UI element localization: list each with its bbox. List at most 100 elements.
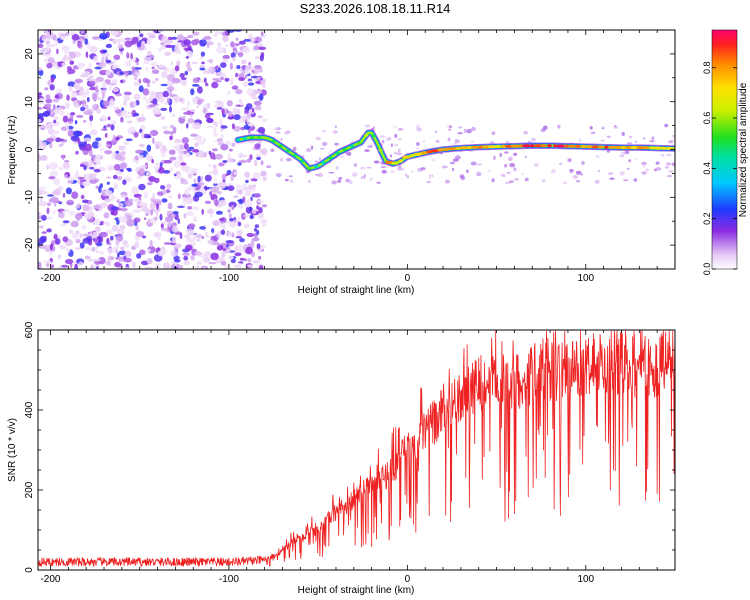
noise-speck: [68, 85, 73, 92]
noise-speck: [89, 45, 98, 53]
noise-speck: [38, 153, 41, 161]
noise-speck: [214, 199, 219, 207]
noise-speck: [235, 236, 242, 239]
ridge-hotspot: [500, 144, 507, 148]
noise-speck: [189, 241, 196, 247]
ridge-halo-speck: [595, 179, 600, 184]
noise-speck: [125, 60, 132, 67]
noise-speck: [84, 255, 90, 260]
ridge-halo-speck: [379, 135, 386, 138]
noise-speck: [66, 180, 74, 184]
noise-speck: [204, 200, 212, 204]
ridge-halo-speck: [397, 128, 404, 131]
noise-speck: [247, 264, 254, 268]
noise-speck: [185, 152, 191, 158]
noise-speck: [261, 118, 268, 122]
ridge-hotspot: [447, 147, 457, 151]
ridge-halo-speck: [557, 124, 561, 129]
noise-speck: [212, 168, 219, 176]
noise-speck: [204, 231, 209, 238]
ridge-halo-speck: [373, 160, 380, 164]
noise-speck: [95, 185, 99, 189]
noise-speck: [49, 143, 53, 149]
noise-speck: [159, 162, 163, 168]
ridge-halo-speck: [470, 140, 475, 143]
ridge-halo-speck: [491, 131, 496, 136]
noise-speck: [227, 185, 235, 191]
ridge-hotspot: [271, 139, 276, 143]
ridge-hotspot: [292, 154, 298, 157]
noise-speck: [120, 79, 124, 84]
noise-speck: [116, 219, 120, 225]
noise-speck: [172, 126, 177, 134]
noise-speck: [230, 41, 235, 48]
ridge-halo-speck: [262, 176, 268, 181]
noise-speck: [168, 166, 174, 172]
noise-speck: [115, 240, 120, 246]
noise-speck: [164, 44, 174, 49]
noise-speck: [150, 209, 154, 216]
ridge-halo-speck: [572, 175, 579, 179]
ridge-halo-speck: [551, 169, 556, 174]
noise-speck: [38, 186, 47, 190]
noise-speck: [74, 247, 83, 250]
noise-speck: [84, 38, 89, 45]
noise-speck: [245, 188, 252, 195]
noise-speck: [260, 219, 268, 224]
noise-speck: [134, 74, 138, 81]
noise-speck: [39, 235, 47, 243]
noise-speck: [95, 85, 99, 91]
noise-speck: [153, 165, 160, 171]
ridge-halo-speck: [657, 167, 661, 170]
noise-speck: [216, 107, 223, 110]
noise-speck: [48, 123, 57, 126]
noise-speck: [75, 150, 79, 155]
noise-speck: [146, 83, 151, 88]
noise-speck: [254, 143, 261, 150]
ridge-hotspot: [458, 146, 469, 150]
x-tick-label: -200: [40, 273, 60, 284]
noise-speck: [187, 45, 192, 51]
ridge-halo-speck: [466, 169, 469, 173]
noise-speck: [160, 185, 166, 190]
noise-speck: [125, 138, 133, 142]
noise-speck: [76, 103, 80, 109]
noise-speck: [80, 177, 83, 185]
noise-speck: [141, 164, 148, 168]
noise-speck: [86, 97, 90, 102]
noise-speck: [79, 233, 83, 238]
noise-speck: [181, 106, 189, 111]
noise-speck: [93, 55, 99, 63]
noise-speck: [106, 123, 112, 128]
noise-speck: [120, 109, 128, 117]
noise-speck: [127, 168, 132, 172]
noise-speck: [209, 190, 213, 196]
noise-speck: [136, 41, 142, 48]
noise-speck: [245, 103, 253, 110]
noise-speck: [144, 191, 148, 199]
noise-speck: [65, 247, 71, 254]
ridge-halo-speck: [369, 177, 373, 181]
noise-speck: [220, 62, 227, 68]
ridge-halo-speck: [578, 138, 582, 143]
ridge-halo-speck: [360, 166, 366, 170]
ridge-halo-speck: [509, 162, 516, 168]
noise-speck: [61, 45, 70, 52]
noise-speck: [254, 105, 262, 111]
noise-speck: [85, 88, 90, 96]
noise-speck: [69, 121, 73, 125]
noise-speck: [142, 88, 150, 96]
ridge-halo-speck: [508, 158, 513, 162]
ridge-halo-speck: [458, 126, 463, 129]
noise-speck: [78, 90, 87, 97]
noise-speck: [162, 170, 171, 174]
ridge-halo-speck: [655, 161, 660, 165]
noise-speck: [204, 77, 207, 83]
noise-speck: [54, 188, 61, 196]
noise-speck: [216, 46, 225, 54]
noise-speck: [202, 36, 212, 40]
noise-speck: [130, 52, 134, 60]
noise-speck: [40, 196, 43, 202]
noise-speck: [221, 108, 225, 116]
noise-speck: [186, 201, 191, 205]
